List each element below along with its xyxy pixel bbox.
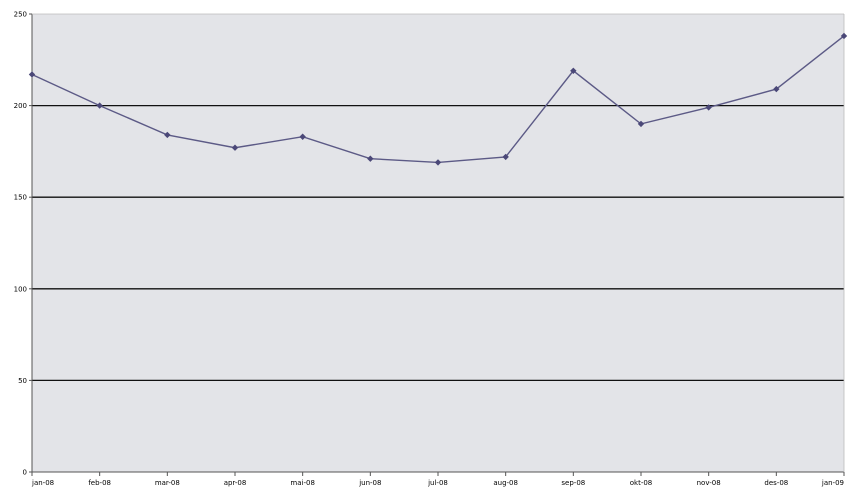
- x-tick-label: jul-08: [427, 479, 448, 487]
- data-point: [840, 32, 848, 40]
- x-axis-ticks: jan-08 feb-08 mar-08 apr-08 mai-08 jun-08 jul-…: [31, 472, 845, 487]
- data-point: [434, 159, 442, 166]
- data-point: [773, 85, 780, 93]
- x-tick-label: aug-08: [493, 479, 518, 487]
- x-tick-label: nov-08: [697, 479, 721, 487]
- x-tick-label: sep-08: [561, 479, 585, 487]
- data-point: [637, 120, 645, 128]
- y-tick-label: 150: [14, 194, 27, 202]
- y-tick-label: 0: [23, 469, 27, 477]
- x-tick-label: mar-08: [155, 479, 180, 487]
- y-axis-ticks: 0 50 100 150 200 250: [14, 11, 32, 477]
- data-point: [299, 133, 306, 140]
- x-tick-label: feb-08: [88, 479, 111, 487]
- data-point: [502, 153, 509, 161]
- data-point: [28, 71, 36, 78]
- data-point: [231, 144, 239, 151]
- y-tick-label: 100: [14, 285, 27, 293]
- data-point: [96, 102, 103, 109]
- data-point: [705, 104, 712, 111]
- x-tick-label: des-08: [764, 479, 788, 487]
- x-tick-label: apr-08: [224, 479, 247, 487]
- data-point: [164, 131, 171, 139]
- x-tick-label: okt-08: [630, 479, 653, 487]
- series-group: [28, 32, 848, 166]
- y-tick-label: 250: [14, 11, 27, 19]
- data-point: [367, 155, 374, 162]
- x-tick-label: mai-08: [290, 479, 315, 487]
- y-tick-label: 50: [18, 377, 27, 385]
- x-tick-label: jan-08: [31, 479, 54, 487]
- data-point: [570, 67, 577, 74]
- y-tick-label: 200: [14, 102, 27, 110]
- plot-area: [32, 14, 844, 472]
- x-tick-label: jan-09: [821, 479, 844, 487]
- x-tick-label: jun-08: [358, 479, 381, 487]
